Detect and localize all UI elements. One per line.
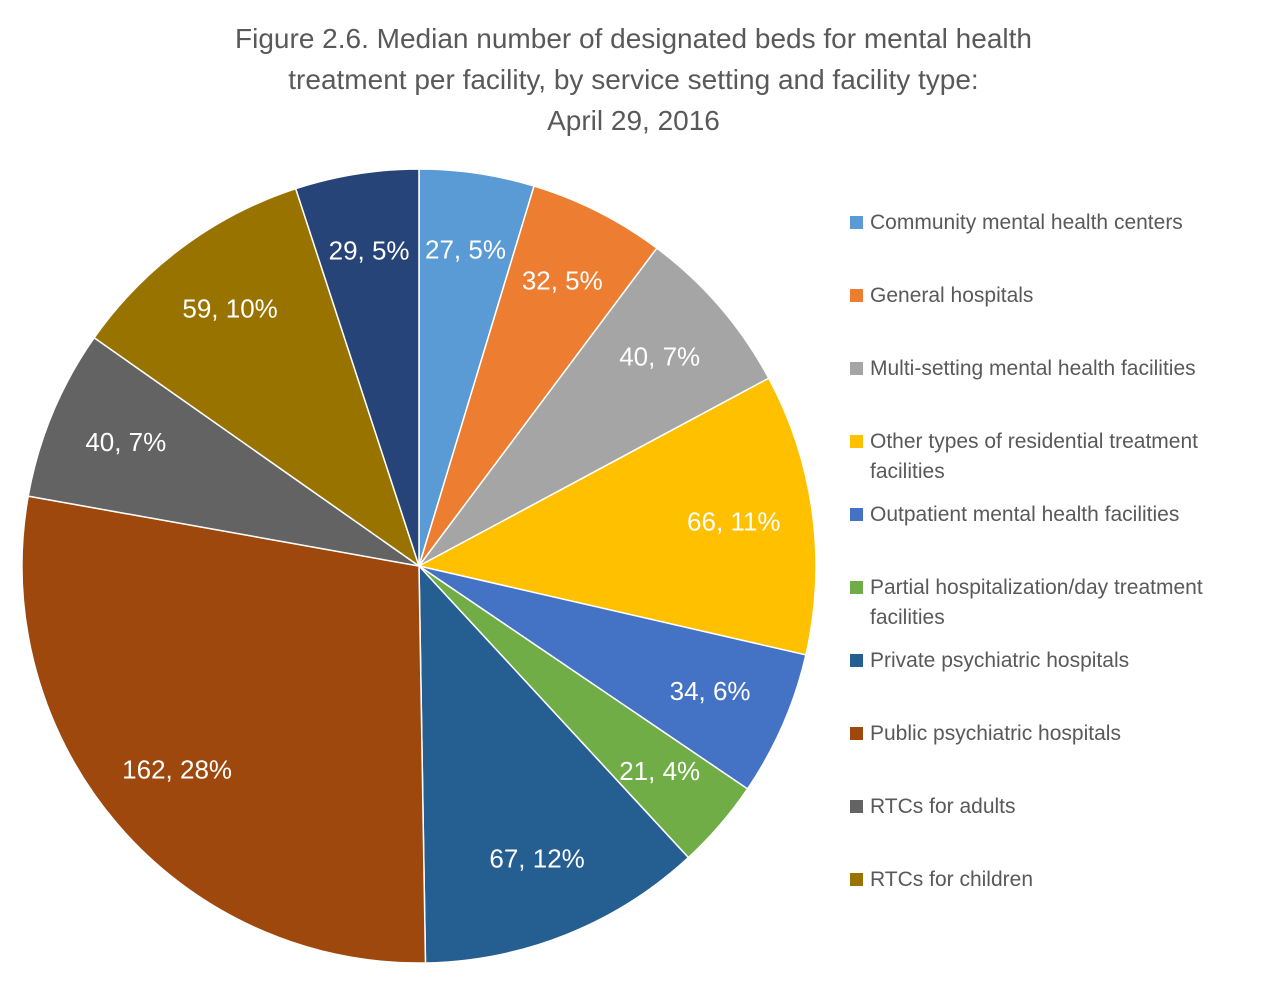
data-label-general-hospitals-1: 32, 5% [522, 265, 603, 295]
legend-label: Public psychiatric hospitals [870, 722, 1121, 745]
legend-swatch [850, 727, 863, 740]
chart-title: Figure 2.6. Median number of designated … [0, 18, 1267, 141]
legend-swatch [850, 362, 863, 375]
legend-label: Multi-setting mental health facilities [870, 357, 1196, 380]
data-label-multi-setting-mental-health-facilities-2: 40, 7% [619, 342, 700, 372]
legend-label: Outpatient mental health facilities [870, 503, 1180, 526]
pie-data-labels: 27, 5% 32, 5% 40, 7% 66, 11% 34, 6% 21, 4% 67,… [85, 235, 780, 874]
legend-swatch [850, 654, 863, 667]
data-label-rtcs-for-children-9: 59, 10% [182, 294, 277, 324]
legend-label: Partial hospitalization/day treatment fa… [870, 576, 1203, 629]
legend-label: Other types of residential treatment fac… [870, 430, 1198, 483]
legend-label: Private psychiatric hospitals [870, 649, 1130, 672]
data-label-community-mental-health-centers-0: 27, 5% [425, 235, 506, 265]
data-label-unlabeled-10: 29, 5% [329, 235, 410, 265]
pie-slice-outpatient-mental-health-facilities-4 [418, 565, 807, 790]
legend-label: RTCs for adults [870, 795, 1016, 818]
data-label-rtcs-for-adults-8: 40, 7% [85, 427, 166, 457]
chart-title-line-2: treatment per facility, by service setti… [288, 64, 979, 95]
data-label-other-types-of-residential-treatment-facilities-3: 66, 11% [687, 507, 780, 537]
data-label-private-psychiatric-hospitals-6: 67, 12% [489, 844, 584, 874]
legend-label: RTCs for children [870, 868, 1033, 891]
pie-slice-multi-setting-mental-health-facilities-2 [418, 247, 770, 567]
legend-swatch [850, 581, 863, 594]
legend-swatch [850, 800, 863, 813]
chart-title-line-1: Figure 2.6. Median number of designated … [235, 23, 1032, 54]
pie-slice-rtcs-for-children-9 [93, 187, 421, 568]
chart-title-line-3: April 29, 2016 [547, 105, 720, 136]
pie-slices [21, 168, 817, 964]
pie-slice-rtcs-for-adults-8 [27, 336, 420, 567]
data-label-outpatient-mental-health-facilities-4: 34, 6% [670, 676, 751, 706]
pie-slice-private-psychiatric-hospitals-6 [418, 564, 690, 964]
data-label-partial-hospitalization-day-treatment-facilities-5: 21, 4% [619, 756, 700, 786]
pie-slice-general-hospitals-1 [418, 185, 658, 567]
legend-swatch [850, 289, 863, 302]
legend-swatch [850, 216, 863, 229]
legend-label: Community mental health centers [870, 211, 1183, 234]
data-label-public-psychiatric-hospitals-7: 162, 28% [122, 755, 232, 785]
pie-slice-other-types-of-residential-treatment-facilities-3 [416, 377, 817, 656]
pie-slice-public-psychiatric-hospitals-7 [21, 495, 427, 964]
legend-swatch [850, 873, 863, 886]
legend-swatch [850, 435, 863, 448]
legend-label: General hospitals [870, 284, 1034, 307]
pie-slice-unlabeled-10 [294, 168, 420, 567]
legend-swatch [850, 508, 863, 521]
